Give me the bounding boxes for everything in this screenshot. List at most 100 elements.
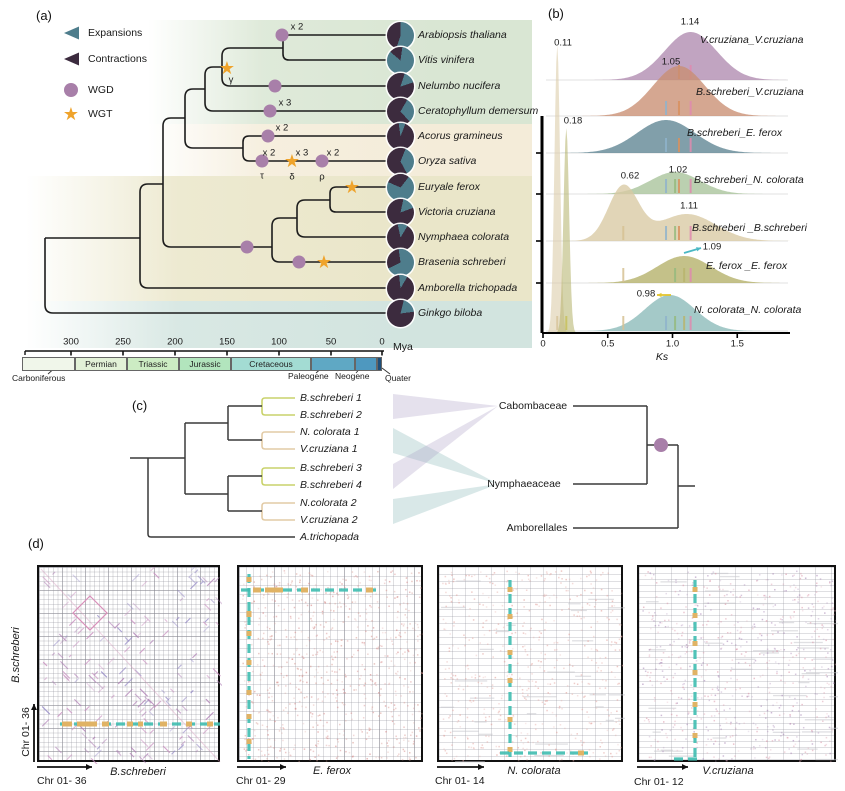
synteny-dot [676, 702, 679, 704]
synteny-dot [524, 749, 526, 752]
synteny-dot [395, 694, 397, 697]
synteny-dot [553, 619, 555, 622]
synteny-dot [749, 664, 751, 667]
synteny-dot [368, 729, 371, 731]
dotplot-streak [648, 649, 666, 651]
synteny-dot [713, 715, 716, 717]
synteny-dot [756, 580, 758, 582]
synteny-dot [620, 624, 623, 626]
synteny-dot [295, 686, 298, 689]
synteny-dot [330, 682, 333, 685]
synteny-dot [648, 654, 651, 656]
dotplot-streak [668, 755, 696, 757]
synteny-dot [677, 593, 680, 596]
synteny-dot [310, 696, 313, 698]
synteny-dot [330, 591, 332, 593]
synteny-dot [739, 596, 741, 598]
synteny-dot [600, 739, 602, 742]
synteny-dot [648, 649, 651, 651]
synteny-dot [466, 716, 469, 719]
synteny-dot [692, 688, 695, 690]
synteny-dot [242, 594, 245, 597]
synteny-dot [68, 618, 77, 626]
synteny-dot [544, 700, 547, 702]
synteny-dot [610, 752, 612, 755]
dotplot-streak [719, 575, 740, 578]
synteny-dot [801, 703, 803, 706]
synteny-dot [828, 726, 831, 729]
synteny-dot [561, 708, 563, 710]
synteny-dot [384, 579, 387, 581]
synteny-dot [671, 628, 674, 630]
ks-x-tick-label: 0.5 [601, 338, 615, 350]
synteny-dot [830, 665, 833, 668]
synteny-dot [814, 623, 817, 625]
synteny-dot [266, 729, 269, 732]
synteny-dot [263, 594, 265, 596]
synteny-dot [271, 652, 274, 655]
synteny-dot [558, 705, 561, 708]
synteny-dot [502, 645, 504, 647]
synteny-dot [499, 708, 502, 711]
dotplot-streak [608, 694, 625, 696]
synteny-dot [823, 692, 825, 694]
synteny-dot [730, 591, 732, 593]
legend-label: WGT [88, 108, 113, 120]
synteny-dot [831, 602, 834, 604]
synteny-dot [306, 696, 308, 698]
synteny-dot [244, 621, 246, 623]
synteny-dot [548, 744, 550, 746]
synteny-dot [295, 573, 298, 575]
synteny-dot [773, 726, 775, 728]
synteny-dot [752, 748, 755, 750]
synteny-dot [331, 663, 333, 666]
synteny-dot [305, 671, 308, 674]
synteny-dot [769, 682, 771, 685]
synteny-dot [378, 694, 381, 697]
synteny-dot [614, 649, 617, 651]
synteny-dot [148, 710, 154, 717]
synteny-dot [388, 580, 391, 583]
synteny-dot [274, 720, 276, 723]
synteny-dot [736, 629, 739, 632]
synteny-dot [680, 667, 682, 669]
synteny-dot [268, 738, 271, 741]
synteny-dot [384, 705, 387, 707]
synteny-dot [720, 648, 722, 650]
synteny-dot [764, 594, 767, 597]
synteny-dot [726, 593, 728, 596]
synteny-dot [279, 644, 281, 647]
synteny-dot [735, 728, 737, 730]
synteny-dot [471, 676, 473, 678]
synteny-dot [671, 692, 673, 695]
geo-period-label: Permian [85, 359, 117, 369]
synteny-dot [284, 751, 287, 754]
ks-series-label: B.schreberi_E. ferox [687, 127, 783, 139]
phylo-branch [329, 186, 387, 200]
synteny-dot [571, 693, 574, 695]
wgd-marker [654, 438, 668, 452]
synteny-dot [140, 738, 149, 747]
synteny-dot [317, 671, 319, 674]
synteny-dot [546, 572, 548, 575]
synteny-dot [398, 753, 400, 755]
synteny-dot [526, 748, 528, 750]
synteny-dot [286, 596, 289, 599]
synteny-dot [269, 711, 272, 714]
synteny-dot [337, 640, 339, 643]
synteny-dot [538, 630, 541, 633]
synteny-dot [676, 632, 679, 635]
synteny-dot [81, 732, 88, 739]
synteny-dot [521, 579, 523, 581]
synteny-dot [444, 693, 446, 695]
synteny-dot [337, 741, 340, 743]
synteny-dot [51, 680, 57, 686]
synteny-dot [666, 602, 669, 605]
synteny-dot [705, 623, 708, 626]
synteny-dot [786, 736, 788, 739]
synteny-dot [758, 714, 761, 716]
synteny-dot [520, 739, 522, 742]
synteny-dot [658, 624, 660, 627]
synteny-dot [596, 670, 598, 673]
synteny-dot [283, 608, 286, 611]
